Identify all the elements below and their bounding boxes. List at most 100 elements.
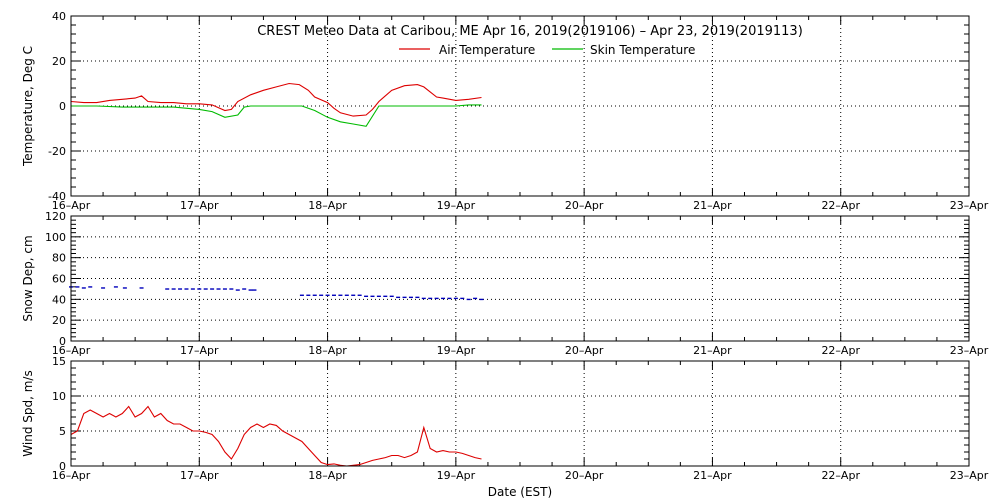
- x-tick-label: 18–Apr: [308, 199, 347, 212]
- x-axis-label: Date (EST): [488, 485, 552, 499]
- y-tick-label: 120: [45, 210, 66, 223]
- snow-depth-point: [210, 288, 215, 290]
- snow-depth-point: [389, 295, 394, 298]
- snow-depth-point: [351, 294, 356, 296]
- snow-depth-point: [113, 286, 118, 288]
- y-axis-label: Temperature, Deg C: [21, 46, 35, 167]
- snow-depth-point: [402, 296, 407, 299]
- x-tick-label: 20–Apr: [565, 469, 604, 482]
- x-tick-label: 23–Apr: [950, 344, 989, 357]
- snow-depth-point: [122, 287, 127, 289]
- snow-depth-point: [447, 297, 452, 300]
- y-tick-label: 40: [52, 293, 66, 306]
- y-tick-label: 0: [59, 100, 66, 113]
- snow-depth-point: [171, 288, 176, 290]
- x-tick-label: 16–Apr: [52, 469, 91, 482]
- y-tick-label: 100: [45, 231, 66, 244]
- snow-depth-point: [248, 289, 253, 291]
- x-tick-label: 17–Apr: [180, 469, 219, 482]
- x-tick-label: 19–Apr: [437, 199, 476, 212]
- x-tick-label: 22–Apr: [821, 469, 860, 482]
- snow-depth-point: [252, 289, 257, 291]
- snow-depth-point: [364, 295, 369, 298]
- snow-depth-point: [229, 288, 234, 290]
- y-tick-label: 5: [59, 425, 66, 438]
- x-tick-label: 19–Apr: [437, 344, 476, 357]
- legend-label-air-temperature: Air Temperature: [439, 43, 535, 57]
- y-tick-label: 20: [52, 314, 66, 327]
- y-tick-label: 0: [59, 460, 66, 473]
- x-tick-label: 18–Apr: [308, 469, 347, 482]
- snow-depth-point: [197, 288, 202, 290]
- snow-depth-point: [473, 297, 478, 300]
- snow-depth-point: [466, 298, 471, 301]
- y-tick-label: 0: [59, 335, 66, 348]
- y-axis-label: Snow Dep, cm: [21, 235, 35, 321]
- y-axis-label: Wind Spd, m/s: [21, 370, 35, 456]
- y-tick-label: -20: [48, 145, 66, 158]
- snow-depth-point: [460, 297, 465, 300]
- panel-3: 15 10 5 016–Apr 17–Apr 18–Apr 19–Apr 20–Apr 21–A…: [21, 355, 989, 482]
- snow-depth-point: [453, 297, 458, 300]
- x-tick-label: 19–Apr: [437, 469, 476, 482]
- series-line-1: [70, 82, 482, 117]
- snow-depth-point: [216, 288, 221, 290]
- x-tick-label: 23–Apr: [950, 469, 989, 482]
- x-tick-label: 22–Apr: [821, 344, 860, 357]
- snow-depth-point: [222, 288, 227, 290]
- y-tick-label: 15: [52, 355, 66, 368]
- panel-frame: [70, 360, 970, 467]
- series-line-2: [71, 104, 482, 127]
- snow-depth-point: [441, 297, 446, 300]
- snow-depth-point: [165, 288, 170, 290]
- snow-depth-point: [396, 296, 401, 299]
- snow-depth-point: [299, 294, 304, 296]
- x-tick-label: 18–Apr: [308, 344, 347, 357]
- snow-depth-point: [101, 287, 106, 289]
- panel-frame: [70, 15, 970, 197]
- snow-depth-point: [434, 297, 439, 300]
- y-tick-label: 80: [52, 252, 66, 265]
- x-tick-label: 23–Apr: [950, 199, 989, 212]
- snow-depth-point: [184, 288, 189, 290]
- snow-depth-point: [203, 288, 208, 290]
- snow-depth-point: [190, 288, 195, 290]
- snow-depth-point: [312, 294, 317, 296]
- x-tick-label: 20–Apr: [565, 199, 604, 212]
- snow-depth-point: [357, 294, 362, 296]
- snow-depth-point: [428, 297, 433, 300]
- y-tick-label: 10: [52, 390, 66, 403]
- snow-depth-point: [325, 294, 330, 296]
- snow-depth-point: [338, 294, 343, 296]
- x-tick-label: 20–Apr: [565, 344, 604, 357]
- x-tick-label: 17–Apr: [180, 199, 219, 212]
- x-tick-label: 21–Apr: [693, 344, 732, 357]
- x-tick-label: 16–Apr: [52, 199, 91, 212]
- series-line-1: [70, 405, 482, 467]
- snow-depth-point: [242, 288, 247, 290]
- snow-depth-point: [331, 294, 336, 296]
- snow-depth-point: [408, 296, 413, 299]
- y-tick-label: 20: [52, 55, 66, 68]
- legend: Air Temperature Skin Temperature: [399, 43, 695, 57]
- snow-depth-point: [370, 295, 375, 298]
- snow-depth-point: [319, 294, 324, 296]
- panel-2: 120 100 80 60 40 20 016–Apr 17–Apr 18–Apr 19–Apr 2…: [21, 210, 989, 357]
- snow-depth-point: [383, 295, 388, 298]
- snow-depth-point: [344, 294, 349, 296]
- chart-title: CREST Meteo Data at Caribou, ME Apr 16, …: [257, 24, 803, 39]
- x-tick-label: 16–Apr: [52, 344, 91, 357]
- x-tick-label: 22–Apr: [821, 199, 860, 212]
- snow-depth-point: [75, 286, 80, 288]
- snow-depth-point: [235, 289, 240, 291]
- x-tick-label: 21–Apr: [693, 469, 732, 482]
- x-tick-label: 17–Apr: [180, 344, 219, 357]
- x-tick-label: 21–Apr: [693, 199, 732, 212]
- snow-depth-point: [306, 294, 311, 296]
- snow-depth-point: [88, 286, 93, 288]
- y-tick-label: 40: [52, 10, 66, 23]
- snow-depth-point: [139, 287, 144, 289]
